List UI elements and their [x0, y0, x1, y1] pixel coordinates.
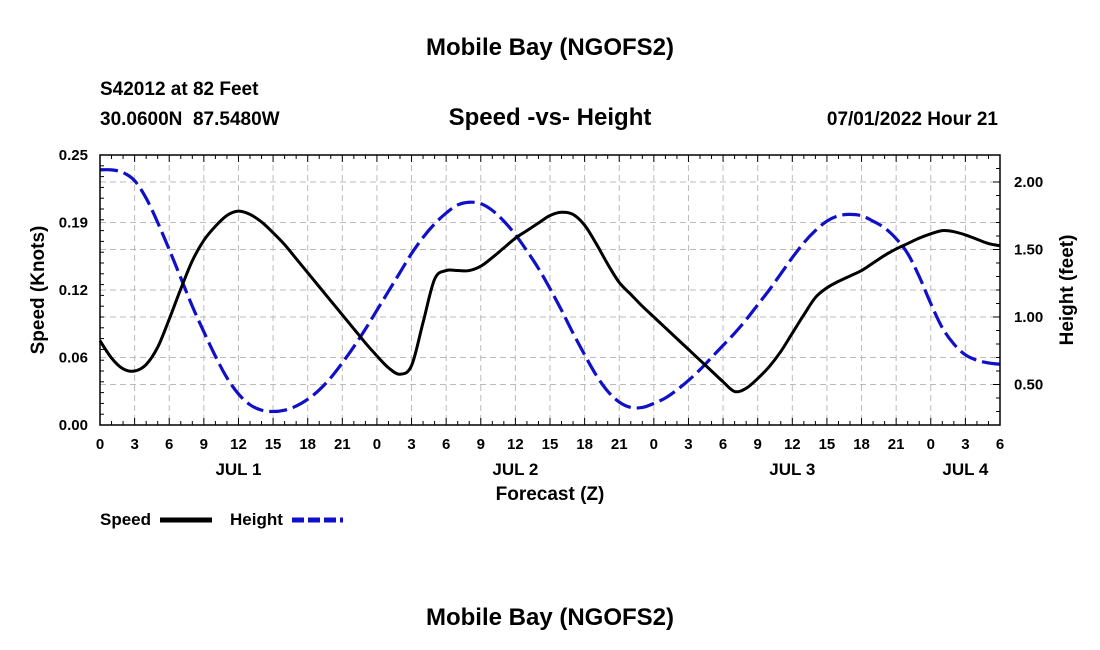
- x-tick-label: 15: [542, 436, 559, 453]
- y2-axis-label: Height (feet): [1057, 235, 1078, 346]
- y-tick-label: 0.19: [59, 215, 88, 232]
- x-tick-label: 3: [407, 436, 415, 453]
- x-axis-label: Forecast (Z): [496, 484, 605, 505]
- x-tick-label: 3: [684, 436, 692, 453]
- y-tick-labels: 0.00 0.06 0.12 0.19 0.25: [59, 147, 88, 434]
- x-tick-label: 3: [130, 436, 138, 453]
- x-tick-label: 0: [96, 436, 104, 453]
- x-tick-label: 9: [200, 436, 208, 453]
- x-tick-label: 9: [477, 436, 485, 453]
- x-tick-label: 15: [265, 436, 282, 453]
- x-tick-label: 12: [507, 436, 524, 453]
- day-label: JUL 4: [942, 460, 989, 479]
- y2-tick-label: 0.50: [1014, 377, 1043, 394]
- x-tick-label: 0: [650, 436, 658, 453]
- y2-tick-labels: 0.50 1.00 1.50 2.00: [1014, 174, 1043, 394]
- x-tick-label: 6: [442, 436, 450, 453]
- forecast-timestamp: 07/01/2022 Hour 21: [827, 109, 999, 130]
- x-tick-label: 18: [299, 436, 316, 453]
- day-labels: JUL 1 JUL 2 JUL 3 JUL 4: [215, 460, 988, 479]
- x-tick-label: 15: [819, 436, 836, 453]
- page-title: Mobile Bay (NGOFS2): [426, 34, 674, 61]
- y2-tick-label: 2.00: [1014, 174, 1043, 191]
- station-coordinates: 30.0600N 87.5480W: [100, 109, 280, 130]
- x-tick-label: 3: [961, 436, 969, 453]
- day-label: JUL 1: [215, 460, 261, 479]
- day-label: JUL 3: [769, 460, 815, 479]
- x-tick-label: 21: [334, 436, 351, 453]
- x-tick-label: 9: [754, 436, 762, 453]
- x-tick-label: 12: [230, 436, 247, 453]
- axis-ticks: [99, 154, 1001, 426]
- y2-tick-label: 1.50: [1014, 242, 1043, 259]
- x-tick-label: 6: [719, 436, 727, 453]
- footer-title: Mobile Bay (NGOFS2): [426, 604, 674, 631]
- x-tick-label: 6: [165, 436, 173, 453]
- legend-label-speed: Speed: [100, 510, 151, 529]
- y-tick-label: 0.25: [59, 147, 88, 164]
- y-tick-label: 0.12: [59, 282, 88, 299]
- x-tick-labels: 0 3 6 9 12 15 18 21 0 3 6 9 12 15 18 21 0 3 6 9 12 15 18 21 0 3 6: [96, 436, 1004, 453]
- plot-series: [98, 168, 1001, 414]
- series-line-height: [99, 168, 1001, 414]
- plot-title: Speed -vs- Height: [449, 104, 652, 131]
- x-tick-label: 18: [576, 436, 593, 453]
- x-tick-label: 0: [927, 436, 935, 453]
- x-tick-label: 21: [888, 436, 905, 453]
- x-tick-label: 0: [373, 436, 381, 453]
- legend-label-height: Height: [230, 510, 283, 529]
- x-tick-label: 12: [784, 436, 801, 453]
- y-axis-label: Speed (Knots): [28, 226, 49, 355]
- y2-tick-label: 1.00: [1014, 309, 1043, 326]
- y-tick-label: 0.00: [59, 417, 88, 434]
- day-label: JUL 2: [492, 460, 538, 479]
- x-tick-label: 18: [853, 436, 870, 453]
- series-line-speed: [98, 209, 1001, 394]
- y-tick-label: 0.06: [59, 350, 88, 367]
- legend: Speed Height: [100, 510, 343, 529]
- x-tick-label: 21: [611, 436, 628, 453]
- x-tick-label: 6: [996, 436, 1004, 453]
- station-id-depth: S42012 at 82 Feet: [100, 79, 259, 100]
